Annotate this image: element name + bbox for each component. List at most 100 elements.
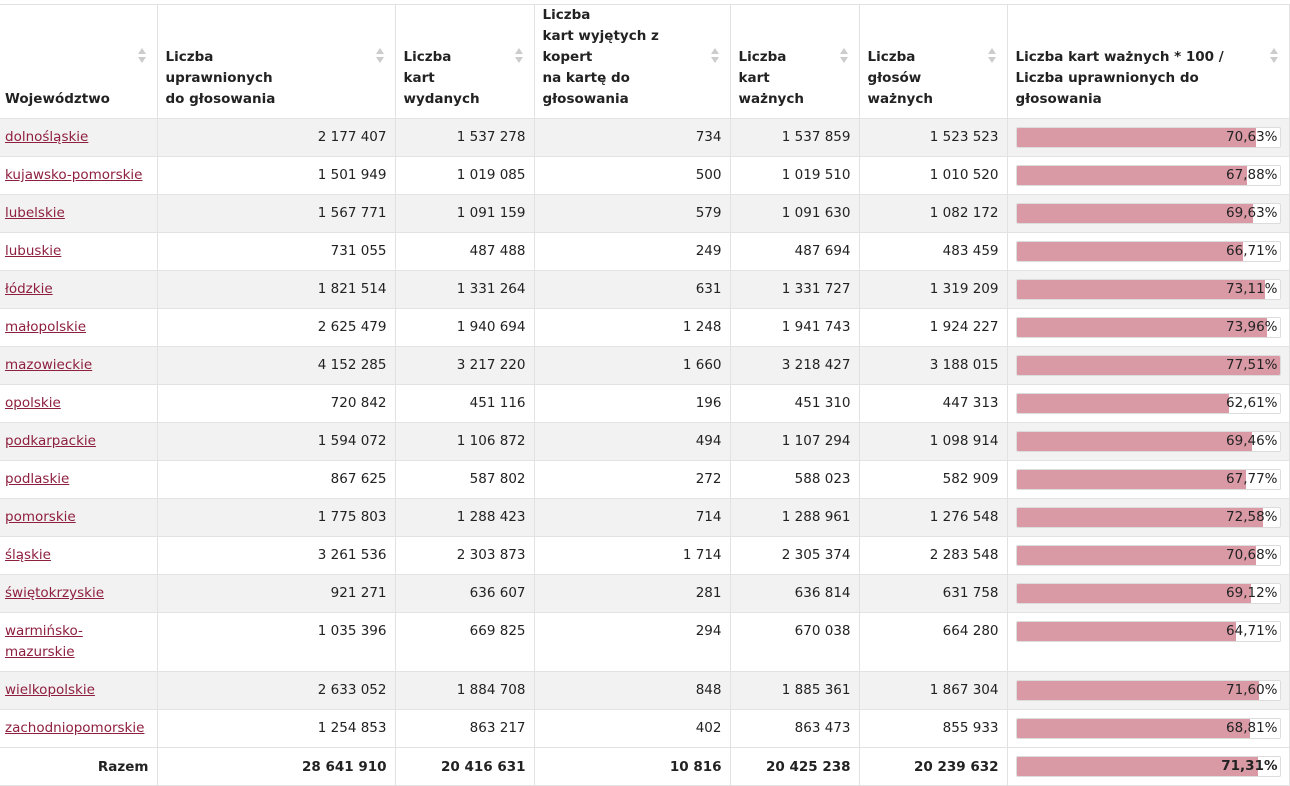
row-issued: 1 884 708 bbox=[395, 671, 535, 710]
turnout-value: 64,71% bbox=[1226, 623, 1278, 639]
sort-arrows-icon[interactable] bbox=[987, 48, 996, 64]
voivodeship-link[interactable]: podlaskie bbox=[5, 471, 70, 487]
row-eligible: 2 625 479 bbox=[157, 308, 396, 347]
table-row: zachodniopomorskie 1 254 853 863 217 402 863… bbox=[0, 709, 1290, 748]
row-envelopes: 1 660 bbox=[534, 346, 731, 385]
column-header-eligible[interactable]: Liczba uprawnionych do głosowania bbox=[157, 4, 396, 119]
column-header-voivodeship[interactable]: Województwo bbox=[0, 4, 158, 119]
row-eligible: 1 594 072 bbox=[157, 422, 396, 461]
column-header-valid-votes[interactable]: Liczba głosów ważnych bbox=[859, 4, 1008, 119]
turnout-bar-fill bbox=[1016, 622, 1237, 641]
row-turnout-cell: 70,63% bbox=[1007, 118, 1290, 157]
column-header-valid-cards[interactable]: Liczba kart ważnych bbox=[730, 4, 860, 119]
voivodeship-link[interactable]: kujawsko-pomorskie bbox=[5, 167, 143, 183]
row-valid-cards: 1 288 961 bbox=[730, 498, 860, 537]
column-header-issued[interactable]: Liczba kart wydanych bbox=[395, 4, 535, 119]
turnout-value: 67,77% bbox=[1226, 471, 1278, 487]
row-valid-votes: 3 188 015 bbox=[859, 346, 1008, 385]
turnout-bar: 71,31% bbox=[1015, 756, 1281, 777]
row-turnout-cell: 70,68% bbox=[1007, 536, 1290, 575]
column-header-label: Liczba kart wydanych bbox=[403, 49, 480, 107]
turnout-bar: 69,46% bbox=[1015, 431, 1281, 452]
row-valid-votes: 2 283 548 bbox=[859, 536, 1008, 575]
voivodeship-link[interactable]: zachodniopomorskie bbox=[5, 720, 145, 736]
row-voivodeship-cell: lubelskie bbox=[0, 194, 158, 233]
row-issued: 1 091 159 bbox=[395, 194, 535, 233]
table-row: świętokrzyskie 921 271 636 607 281 636 814 63… bbox=[0, 574, 1290, 613]
row-envelopes: 848 bbox=[534, 671, 731, 710]
table-row: podkarpackie 1 594 072 1 106 872 494 1 107 2… bbox=[0, 422, 1290, 461]
row-valid-cards: 1 331 727 bbox=[730, 270, 860, 309]
column-header-label: Województwo bbox=[5, 91, 110, 107]
turnout-value: 69,46% bbox=[1226, 433, 1278, 449]
sort-arrows-icon[interactable] bbox=[137, 48, 146, 64]
sort-arrows-icon[interactable] bbox=[1269, 48, 1278, 64]
row-valid-cards: 1 537 859 bbox=[730, 118, 860, 157]
row-voivodeship-cell: warmińsko- mazurskie bbox=[0, 612, 158, 672]
voivodeship-link[interactable]: warmińsko- mazurskie bbox=[5, 623, 83, 660]
sort-arrows-icon[interactable] bbox=[375, 48, 384, 64]
row-eligible: 720 842 bbox=[157, 384, 396, 423]
voivodeship-link[interactable]: małopolskie bbox=[5, 319, 87, 335]
turnout-bar-fill bbox=[1016, 166, 1247, 185]
turnout-value: 77,51% bbox=[1226, 357, 1278, 373]
sort-arrows-icon[interactable] bbox=[710, 48, 719, 64]
row-issued: 1 537 278 bbox=[395, 118, 535, 157]
table-row: lubuskie 731 055 487 488 249 487 694 483 459 6… bbox=[0, 232, 1290, 271]
turnout-bar: 69,12% bbox=[1015, 583, 1281, 604]
row-valid-cards: 1 091 630 bbox=[730, 194, 860, 233]
turnout-bar-fill bbox=[1016, 128, 1257, 147]
voivodeship-link[interactable]: dolnośląskie bbox=[5, 129, 89, 145]
row-turnout-cell: 69,63% bbox=[1007, 194, 1290, 233]
row-turnout-cell: 67,88% bbox=[1007, 156, 1290, 195]
voivodeship-link[interactable]: podkarpackie bbox=[5, 433, 96, 449]
row-valid-cards: 451 310 bbox=[730, 384, 860, 423]
row-voivodeship-cell: mazowieckie bbox=[0, 346, 158, 385]
table-row: łódzkie 1 821 514 1 331 264 631 1 331 727 1 3… bbox=[0, 270, 1290, 309]
row-envelopes: 579 bbox=[534, 194, 731, 233]
row-voivodeship-cell: małopolskie bbox=[0, 308, 158, 347]
turnout-bar-fill bbox=[1016, 204, 1253, 223]
voivodeship-link[interactable]: świętokrzyskie bbox=[5, 585, 105, 601]
turnout-bar: 67,88% bbox=[1015, 165, 1281, 186]
row-voivodeship-cell: wielkopolskie bbox=[0, 671, 158, 710]
table-body: dolnośląskie 2 177 407 1 537 278 734 1 537 8… bbox=[0, 118, 1290, 748]
total-valid-cards: 20 425 238 bbox=[730, 747, 860, 786]
row-valid-cards: 588 023 bbox=[730, 460, 860, 499]
total-issued: 20 416 631 bbox=[395, 747, 535, 786]
row-eligible: 731 055 bbox=[157, 232, 396, 271]
voivodeship-link[interactable]: mazowieckie bbox=[5, 357, 93, 373]
turnout-bar: 64,71% bbox=[1015, 621, 1281, 642]
turnout-bar-fill bbox=[1016, 242, 1243, 261]
turnout-bar-fill bbox=[1016, 318, 1268, 337]
row-eligible: 1 254 853 bbox=[157, 709, 396, 748]
column-header-turnout[interactable]: Liczba kart ważnych * 100 / Liczba upraw… bbox=[1007, 4, 1290, 119]
table-row: podlaskie 867 625 587 802 272 588 023 582 909… bbox=[0, 460, 1290, 499]
row-voivodeship-cell: dolnośląskie bbox=[0, 118, 158, 157]
column-header-envelopes[interactable]: Liczba kart wyjętych z kopert na kartę d… bbox=[534, 4, 731, 119]
row-valid-votes: 1 010 520 bbox=[859, 156, 1008, 195]
sort-arrows-icon[interactable] bbox=[839, 48, 848, 64]
row-turnout-cell: 68,81% bbox=[1007, 709, 1290, 748]
voivodeship-link[interactable]: pomorskie bbox=[5, 509, 76, 525]
total-row: Razem 28 641 910 20 416 631 10 816 20 42… bbox=[0, 747, 1290, 786]
turnout-bar-fill bbox=[1016, 546, 1257, 565]
voivodeship-link[interactable]: opolskie bbox=[5, 395, 61, 411]
row-valid-cards: 1 885 361 bbox=[730, 671, 860, 710]
voivodeship-link[interactable]: wielkopolskie bbox=[5, 682, 95, 698]
voivodeship-link[interactable]: łódzkie bbox=[5, 281, 53, 297]
voivodeship-link[interactable]: lubuskie bbox=[5, 243, 62, 259]
voivodeship-link[interactable]: lubelskie bbox=[5, 205, 65, 221]
table-row: pomorskie 1 775 803 1 288 423 714 1 288 961 1… bbox=[0, 498, 1290, 537]
row-issued: 587 802 bbox=[395, 460, 535, 499]
turnout-value: 69,12% bbox=[1226, 585, 1278, 601]
table-row: małopolskie 2 625 479 1 940 694 1 248 1 941 … bbox=[0, 308, 1290, 347]
voivodeship-link[interactable]: śląskie bbox=[5, 547, 51, 563]
turnout-bar-fill bbox=[1016, 394, 1229, 413]
table-row: warmińsko- mazurskie 1 035 396 669 825 294 6… bbox=[0, 612, 1290, 672]
turnout-bar-fill bbox=[1016, 508, 1263, 527]
row-turnout-cell: 66,71% bbox=[1007, 232, 1290, 271]
sort-arrows-icon[interactable] bbox=[514, 48, 523, 64]
row-turnout-cell: 72,58% bbox=[1007, 498, 1290, 537]
row-eligible: 1 035 396 bbox=[157, 612, 396, 672]
